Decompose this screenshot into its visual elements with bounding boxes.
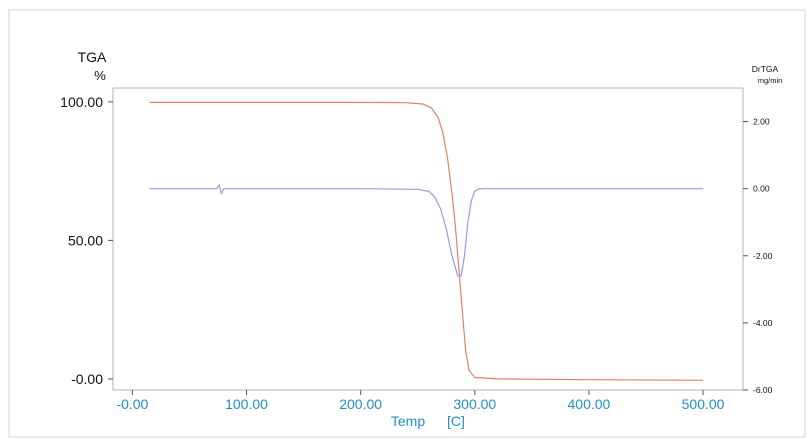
drtga-series-line	[149, 184, 704, 277]
left-y-tick-label: 50.00	[68, 232, 103, 248]
right-y-tick-label: 2.00	[753, 117, 770, 127]
x-tick-label: 500.00	[682, 396, 725, 412]
series-layer	[149, 101, 704, 381]
left-y-tick-label: -0.00	[71, 371, 103, 387]
right-y-tick-label: -6.00	[753, 385, 773, 395]
x-tick-label: 300.00	[453, 396, 496, 412]
left-axis-unit: %	[94, 68, 106, 83]
x-axis-unit: [C]	[447, 413, 465, 429]
x-axis-title: Temp	[391, 413, 425, 429]
tga-series-line	[149, 101, 704, 381]
x-tick-label: 400.00	[568, 396, 611, 412]
figure-border	[8, 9, 806, 438]
tick-layer: -0.00 100.00 200.00 300.00 400.00 500.00 100.0…	[60, 94, 772, 412]
right-y-tick-label: -4.00	[753, 318, 773, 328]
right-axis-unit: mg/min	[758, 76, 783, 85]
right-y-tick-label: -2.00	[753, 251, 773, 261]
left-y-tick-label: 100.00	[60, 94, 103, 110]
x-tick-label: -0.00	[116, 396, 148, 412]
x-tick-label: 200.00	[339, 396, 382, 412]
right-axis-title: DrTGA	[752, 64, 779, 74]
left-axis-title: TGA	[78, 49, 107, 65]
right-y-tick-label: 0.00	[753, 184, 770, 194]
x-tick-label: 100.00	[225, 396, 268, 412]
